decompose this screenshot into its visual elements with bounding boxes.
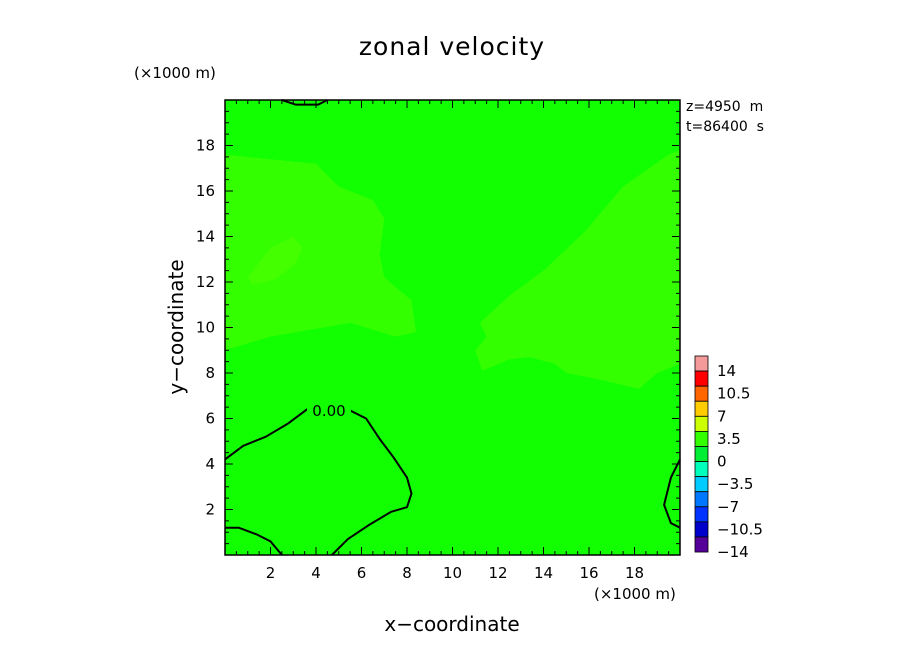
colorbar-label: −7: [717, 498, 739, 516]
x-tick-label: 16: [579, 564, 598, 582]
zero-contour-lines: [224, 99, 681, 556]
x-unit-label: (×1000 m): [594, 585, 676, 603]
colorbar-swatch: [694, 355, 709, 372]
contour-label: 0.00: [312, 402, 345, 420]
y-tick-label: 6: [205, 410, 215, 428]
colorbar-swatch: [694, 521, 709, 538]
x-tick-label: 14: [534, 564, 553, 582]
colorbar-label: 14: [717, 362, 736, 380]
colorbar-swatch: [694, 430, 709, 447]
x-tick-label: 4: [311, 564, 321, 582]
contour-label-backing: [307, 400, 351, 420]
y-unit-label: (×1000 m): [134, 64, 216, 82]
colorbar-swatch: [694, 506, 709, 523]
chart-title: zonal velocity: [359, 32, 545, 61]
stronger-region: [247, 236, 303, 285]
positive-region-1: [225, 154, 417, 351]
y-tick-label: 18: [196, 137, 215, 155]
y-tick-labels: 2 4 6 8 10 12 14 16 18: [196, 137, 215, 519]
y-tick-label: 12: [196, 273, 215, 291]
y-tick-label: 14: [196, 228, 215, 246]
info-line-t: t=86400 s: [686, 119, 764, 135]
zero-contour-2: [225, 526, 283, 556]
colorbar-swatch: [694, 536, 709, 553]
y-tick-label: 2: [205, 501, 215, 519]
x-tick-label: 8: [402, 564, 412, 582]
x-tick-label: 2: [266, 564, 276, 582]
colorbar-swatch: [694, 415, 709, 432]
colorbar-labels: 14 10.5 7 3.5 0 −3.5 −7 −10.5 −14: [717, 362, 763, 561]
y-tick-label: 8: [205, 364, 215, 382]
y-axis-label: y−coordinate: [164, 259, 188, 394]
colorbar-label: −10.5: [717, 520, 763, 538]
y-tick-label: 16: [196, 182, 215, 200]
colorbar-label: 7: [717, 407, 727, 425]
colorbar-label: −3.5: [717, 475, 753, 493]
colorbar-label: 3.5: [717, 430, 741, 448]
x-axis-label: x−coordinate: [384, 612, 519, 636]
colorbar-swatch: [694, 461, 709, 478]
x-tick-label: 6: [357, 564, 367, 582]
plot-area: [224, 99, 681, 556]
colorbar-swatch: [694, 446, 709, 462]
x-tick-labels: 2 4 6 8 10 12 14 16 18: [266, 564, 644, 582]
axis-ticks: [225, 100, 680, 555]
colorbar-swatch: [694, 370, 709, 387]
y-tick-label: 4: [205, 455, 215, 473]
y-tick-label: 10: [196, 319, 215, 337]
x-tick-label: 12: [488, 564, 507, 582]
zero-contour-3: [281, 99, 328, 106]
positive-region-2: [475, 150, 680, 389]
contour-fill-regions: [225, 150, 680, 389]
colorbar-label: 0: [717, 453, 727, 471]
colorbar-swatch: [694, 385, 709, 402]
colorbar: [694, 355, 709, 553]
info-line-z: z=4950 m: [686, 99, 763, 115]
zero-contour-1: [224, 406, 413, 556]
colorbar-swatch: [694, 491, 709, 508]
colorbar-label: −14: [717, 543, 749, 561]
zero-contour-4: [663, 458, 681, 529]
x-tick-label: 18: [625, 564, 644, 582]
x-tick-label: 10: [443, 564, 462, 582]
colorbar-label: 10.5: [717, 385, 750, 403]
colorbar-swatch: [694, 476, 709, 493]
colorbar-swatch: [694, 400, 709, 417]
